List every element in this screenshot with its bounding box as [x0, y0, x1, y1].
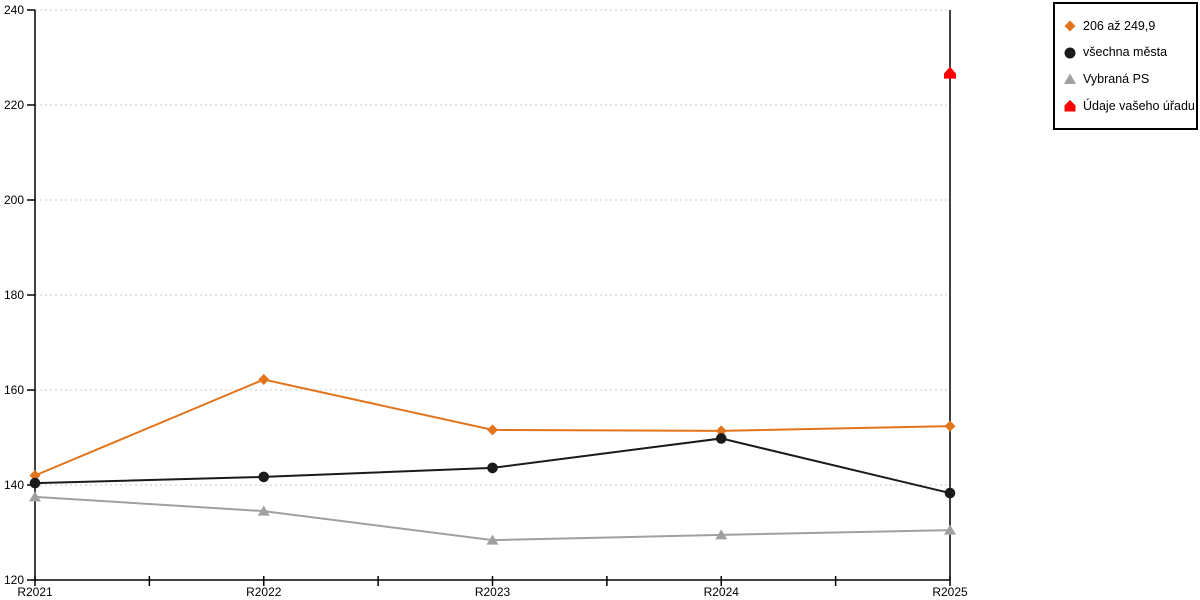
triangle-up-marker: [486, 534, 499, 545]
series-3: [944, 66, 956, 79]
circle-marker: [258, 471, 270, 483]
diamond-marker-glyph: [1064, 20, 1076, 32]
y-tick-label-180: 180: [4, 288, 24, 302]
circle-marker: [944, 487, 956, 499]
y-tick-label-120: 120: [4, 573, 24, 587]
diamond-marker: [944, 420, 956, 432]
triangle-up-marker: [257, 505, 270, 516]
x-tick-label-R2025: R2025: [932, 585, 968, 599]
pentagon-marker-icon: [1064, 100, 1076, 112]
triangle-up-marker-glyph: [1064, 73, 1076, 85]
series-2: [29, 491, 956, 545]
triangle-marker-icon: [1064, 73, 1076, 85]
circle-marker: [715, 433, 727, 444]
legend-item-all-cities: všechna města: [1063, 46, 1194, 60]
circle-marker-glyph: [1064, 47, 1076, 59]
legend: 206 až 249,9 všechna města Vybraná PS Úd…: [1053, 2, 1198, 130]
y-tick-label-240: 240: [4, 3, 24, 17]
triangle-up-marker: [944, 524, 956, 535]
legend-label-selected-ps: Vybraná PS: [1083, 72, 1150, 87]
diamond-marker: [258, 374, 270, 386]
legend-label-range: 206 až 249,9: [1083, 18, 1156, 33]
triangle-up-marker: [29, 491, 41, 502]
y-tick-label-140: 140: [4, 478, 24, 492]
x-tick-label-R2024: R2024: [704, 585, 740, 599]
x-tick-label-R2023: R2023: [475, 585, 511, 599]
diamond-marker: [715, 425, 727, 437]
legend-label-your-office: Údaje vašeho úřadu: [1083, 98, 1195, 113]
pentagon-up-marker-glyph: [1064, 100, 1076, 112]
legend-item-range: 206 až 249,9: [1063, 19, 1194, 33]
x-tick-label-R2022: R2022: [246, 585, 282, 599]
circle-marker: [487, 462, 498, 474]
series-1: [29, 433, 956, 499]
y-tick-label-160: 160: [4, 383, 24, 397]
y-tick-label-220: 220: [4, 98, 24, 112]
legend-item-selected-ps: Vybraná PS: [1063, 72, 1194, 86]
diamond-marker: [29, 470, 41, 481]
y-tick-label-200: 200: [4, 193, 24, 207]
x-tick-label-R2021: R2021: [17, 585, 53, 599]
legend-label-all-cities: všechna města: [1083, 45, 1168, 60]
circle-marker-icon: [1064, 47, 1076, 59]
pentagon-up-marker: [944, 66, 956, 79]
series-0: [29, 374, 956, 481]
legend-item-your-office: Údaje vašeho úřadu: [1063, 98, 1195, 113]
circle-marker: [29, 477, 41, 489]
triangle-up-marker: [715, 529, 728, 540]
diamond-marker-icon: [1064, 20, 1076, 32]
diamond-marker: [487, 424, 498, 436]
series-line-2: [34, 495, 951, 542]
